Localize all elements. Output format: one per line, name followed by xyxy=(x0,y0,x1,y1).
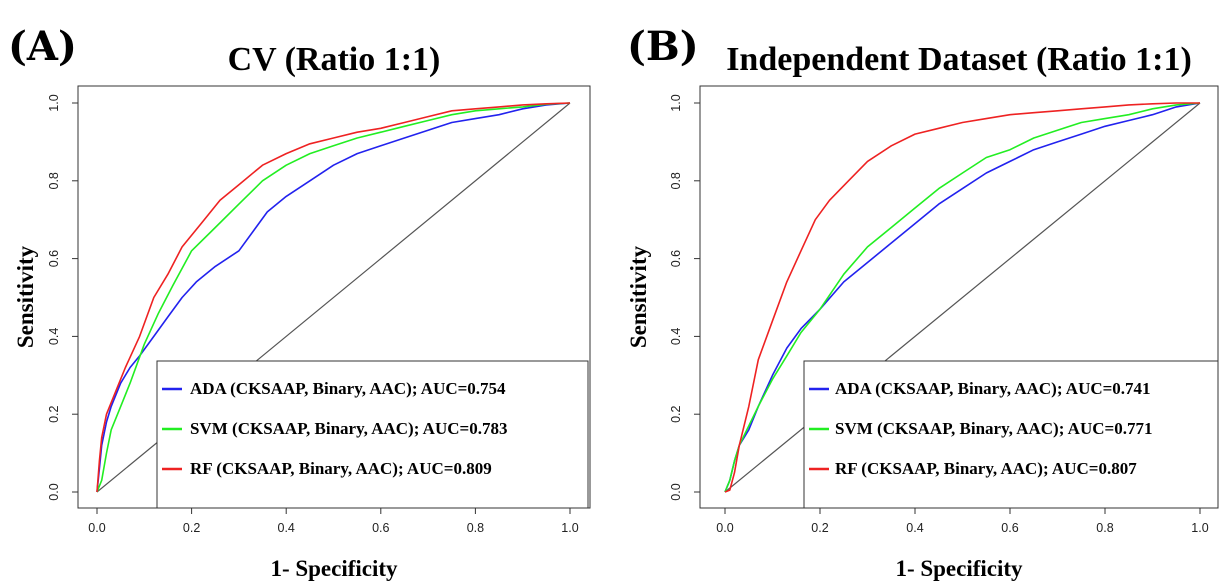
x-tick-label: 0.6 xyxy=(372,521,389,535)
panel-b: (B) Independent Dataset (Ratio 1:1) 0.0 0.2… xyxy=(626,23,1219,581)
roc-curve-rf xyxy=(724,102,1200,493)
panel-label: (A) xyxy=(8,23,77,70)
y-tick-label: 1.0 xyxy=(47,94,61,111)
x-tick-label: 0.6 xyxy=(1001,521,1018,535)
x-tick-label: 1.0 xyxy=(1191,521,1208,535)
y-tick-label: 0.6 xyxy=(669,250,683,267)
legend-label: SVM (CKSAAP, Binary, AAC); AUC=0.771 xyxy=(835,419,1152,438)
roc-curve-rf xyxy=(96,102,571,493)
legend-label: ADA (CKSAAP, Binary, AAC); AUC=0.741 xyxy=(835,379,1151,398)
y-tick-label: 0.4 xyxy=(47,328,61,345)
legend-label: RF (CKSAAP, Binary, AAC); AUC=0.809 xyxy=(190,459,492,478)
roc-curve-ada xyxy=(96,102,571,493)
panel-a: (A) CV (Ratio 1:1) 0.0 0.2 0.4 0.6 0.8 1.0 0.0 0.… xyxy=(8,23,591,581)
y-tick-label: 0.2 xyxy=(669,405,683,422)
roc-curve-ada xyxy=(724,102,1201,493)
y-tick-label: 0.6 xyxy=(47,250,61,267)
y-tick-label: 0.2 xyxy=(47,405,61,422)
x-tick-label: 0.8 xyxy=(467,521,484,535)
legend: ADA (CKSAAP, Binary, AAC); AUC=0.741 SVM … xyxy=(803,360,1219,509)
roc-curve-svm xyxy=(96,102,571,493)
x-axis-title: 1- Specificity xyxy=(895,556,1023,581)
y-tick-label: 0.4 xyxy=(669,328,683,345)
y-tick-label: 0.8 xyxy=(47,172,61,189)
x-tick-label: 0.4 xyxy=(906,521,923,535)
legend: ADA (CKSAAP, Binary, AAC); AUC=0.754 SVM … xyxy=(156,360,589,509)
roc-curve-svm xyxy=(724,102,1201,493)
x-axis-title: 1- Specificity xyxy=(270,556,398,581)
legend-label: RF (CKSAAP, Binary, AAC); AUC=0.807 xyxy=(835,459,1137,478)
x-tick-label: 0.2 xyxy=(183,521,200,535)
chart-title: Independent Dataset (Ratio 1:1) xyxy=(726,41,1192,78)
panel-label: (B) xyxy=(627,23,699,70)
legend-label: ADA (CKSAAP, Binary, AAC); AUC=0.754 xyxy=(190,379,506,398)
x-tick-label: 0.8 xyxy=(1096,521,1113,535)
legend-box xyxy=(803,360,1219,509)
legend-box xyxy=(156,360,589,509)
x-tick-label: 0.0 xyxy=(88,521,105,535)
y-tick-label: 0.8 xyxy=(669,172,683,189)
x-tick-label: 1.0 xyxy=(561,521,578,535)
legend-label: SVM (CKSAAP, Binary, AAC); AUC=0.783 xyxy=(190,419,507,438)
y-axis-title: Sensitivity xyxy=(626,245,651,348)
x-tick-label: 0.0 xyxy=(716,521,733,535)
y-tick-label: 0.0 xyxy=(47,483,61,500)
chart-title: CV (Ratio 1:1) xyxy=(228,41,441,78)
x-tick-label: 0.4 xyxy=(278,521,295,535)
y-tick-label: 1.0 xyxy=(669,94,683,111)
y-tick-label: 0.0 xyxy=(669,483,683,500)
x-tick-label: 0.2 xyxy=(811,521,828,535)
y-axis-title: Sensitivity xyxy=(13,245,38,348)
